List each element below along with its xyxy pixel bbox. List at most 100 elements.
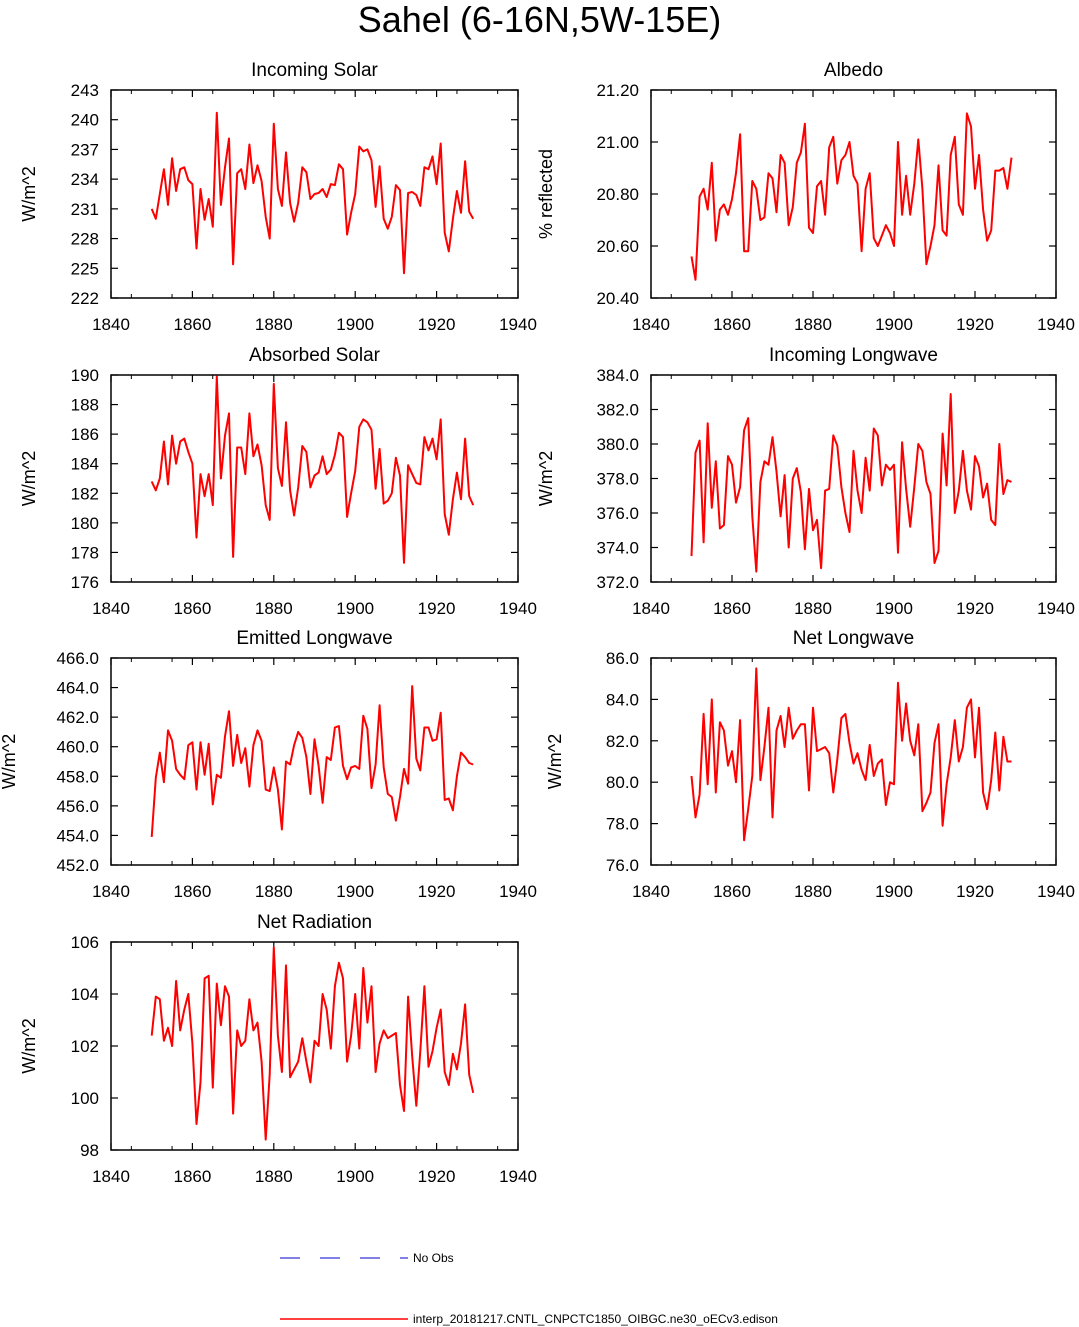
x-tick-label: 1840 bbox=[632, 882, 670, 901]
y-tick-label: 243 bbox=[71, 81, 99, 100]
y-axis-label: W/m^2 bbox=[19, 451, 39, 506]
y-tick-label: 98 bbox=[80, 1141, 99, 1160]
x-tick-label: 1900 bbox=[336, 315, 374, 334]
chart-panel-6: Net Longwave 1840 1860 1880 1900 1920 1940 76.0… bbox=[545, 628, 1075, 901]
series-line bbox=[150, 685, 474, 837]
y-tick-label: 184 bbox=[71, 455, 99, 474]
series-line bbox=[690, 667, 1012, 842]
panel-title: Emitted Longwave bbox=[236, 628, 392, 649]
y-tick-label: 21.00 bbox=[596, 133, 639, 152]
y-tick-label: 237 bbox=[71, 140, 99, 159]
y-tick-label: 225 bbox=[71, 259, 99, 278]
plot-frame bbox=[650, 657, 1057, 866]
series-line bbox=[690, 112, 1013, 281]
x-tick-label: 1840 bbox=[632, 315, 670, 334]
panel-title: Incoming Longwave bbox=[769, 345, 938, 366]
x-tick-label: 1920 bbox=[956, 882, 994, 901]
y-tick-label: 454.0 bbox=[56, 826, 99, 845]
y-tick-label: 21.20 bbox=[596, 81, 639, 100]
x-tick-label: 1920 bbox=[418, 315, 456, 334]
y-tick-label: 382.0 bbox=[596, 401, 639, 420]
chart-panel-2: Albedo 1840 1860 1880 1900 1920 1940 20.40 20.60… bbox=[536, 60, 1075, 334]
legend-label-model: interp_20181217.CNTL_CNPCTC1850_OIBGC.ne… bbox=[413, 1312, 778, 1326]
y-axis-label: W/m^2 bbox=[545, 734, 565, 789]
y-tick-label: 84.0 bbox=[606, 690, 639, 709]
panel-title: Incoming Solar bbox=[251, 60, 378, 81]
panel-title: Net Longwave bbox=[793, 628, 914, 649]
x-tick-label: 1860 bbox=[713, 599, 751, 618]
y-tick-label: 82.0 bbox=[606, 732, 639, 751]
y-tick-label: 240 bbox=[71, 111, 99, 130]
plot-frame bbox=[650, 89, 1057, 299]
x-tick-label: 1940 bbox=[1037, 882, 1075, 901]
x-tick-label: 1860 bbox=[713, 882, 751, 901]
legend: No Obs interp_20181217.CNTL_CNPCTC1850_OI… bbox=[280, 1251, 778, 1326]
x-tick-label: 1920 bbox=[956, 599, 994, 618]
x-tick-label: 1880 bbox=[255, 315, 293, 334]
x-tick-label: 1900 bbox=[336, 1167, 374, 1186]
panel-title: Albedo bbox=[824, 60, 883, 81]
legend-label-no-obs: No Obs bbox=[413, 1251, 454, 1265]
y-tick-label: 186 bbox=[71, 425, 99, 444]
series-line bbox=[150, 111, 475, 275]
y-tick-label: 20.60 bbox=[596, 237, 639, 256]
x-tick-label: 1900 bbox=[336, 882, 374, 901]
y-tick-label: 188 bbox=[71, 396, 99, 415]
x-tick-label: 1840 bbox=[92, 1167, 130, 1186]
y-tick-label: 182 bbox=[71, 484, 99, 503]
y-tick-label: 80.0 bbox=[606, 773, 639, 792]
y-tick-label: 372.0 bbox=[596, 573, 639, 592]
x-tick-label: 1920 bbox=[418, 882, 456, 901]
y-tick-label: 104 bbox=[71, 985, 99, 1004]
plot-frame bbox=[110, 657, 519, 866]
x-tick-label: 1940 bbox=[499, 599, 537, 618]
chart-panel-1: Incoming Solar 1840 1860 1880 1900 1920 1940 22… bbox=[19, 60, 537, 334]
x-tick-label: 1880 bbox=[794, 882, 832, 901]
y-tick-label: 100 bbox=[71, 1089, 99, 1108]
x-tick-label: 1900 bbox=[875, 315, 913, 334]
y-tick-label: 228 bbox=[71, 230, 99, 249]
x-tick-label: 1940 bbox=[1037, 599, 1075, 618]
y-tick-label: 178 bbox=[71, 543, 99, 562]
x-tick-label: 1840 bbox=[92, 599, 130, 618]
x-tick-label: 1940 bbox=[499, 315, 537, 334]
x-tick-label: 1880 bbox=[255, 1167, 293, 1186]
y-tick-label: 20.40 bbox=[596, 289, 639, 308]
y-tick-label: 452.0 bbox=[56, 856, 99, 875]
x-tick-label: 1840 bbox=[92, 882, 130, 901]
y-tick-label: 176 bbox=[71, 573, 99, 592]
y-axis-label: W/m^2 bbox=[0, 734, 19, 789]
y-tick-label: 180 bbox=[71, 514, 99, 533]
figure-title: Sahel (6-16N,5W-15E) bbox=[357, 0, 722, 40]
x-tick-label: 1920 bbox=[418, 1167, 456, 1186]
plot-frame bbox=[650, 374, 1057, 583]
y-tick-label: 222 bbox=[71, 289, 99, 308]
x-tick-label: 1860 bbox=[173, 882, 211, 901]
y-tick-label: 458.0 bbox=[56, 767, 99, 786]
y-tick-label: 460.0 bbox=[56, 738, 99, 757]
x-tick-label: 1920 bbox=[418, 599, 456, 618]
x-tick-label: 1920 bbox=[956, 315, 994, 334]
x-tick-label: 1860 bbox=[173, 599, 211, 618]
x-tick-label: 1880 bbox=[255, 599, 293, 618]
x-tick-label: 1880 bbox=[255, 882, 293, 901]
x-tick-label: 1880 bbox=[794, 599, 832, 618]
series-line bbox=[150, 375, 475, 564]
y-tick-label: 464.0 bbox=[56, 679, 99, 698]
y-axis-label: % reflected bbox=[536, 149, 556, 239]
chart-panel-7: Net Radiation 1840 1860 1880 1900 1920 1940 98 1… bbox=[19, 912, 537, 1186]
x-tick-label: 1900 bbox=[875, 882, 913, 901]
y-tick-label: 190 bbox=[71, 366, 99, 385]
y-tick-label: 456.0 bbox=[56, 797, 99, 816]
y-tick-label: 102 bbox=[71, 1037, 99, 1056]
x-tick-label: 1940 bbox=[499, 882, 537, 901]
y-tick-label: 86.0 bbox=[606, 649, 639, 668]
y-tick-label: 466.0 bbox=[56, 649, 99, 668]
x-tick-label: 1840 bbox=[632, 599, 670, 618]
series-line bbox=[690, 393, 1012, 573]
y-axis-label: W/m^2 bbox=[536, 451, 556, 506]
y-tick-label: 378.0 bbox=[596, 470, 639, 489]
y-tick-label: 78.0 bbox=[606, 815, 639, 834]
plot-frame bbox=[110, 89, 519, 299]
